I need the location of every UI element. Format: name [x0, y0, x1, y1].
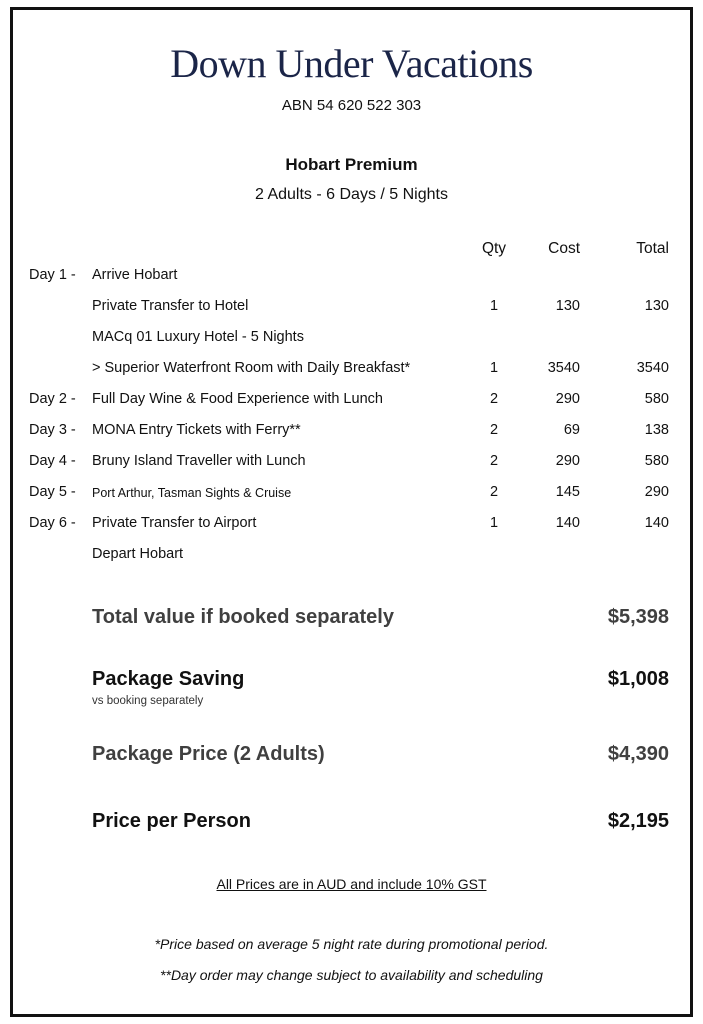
cost-header: Cost [548, 240, 580, 257]
package-saving-row: Package Saving vs booking separately $1,… [92, 668, 669, 713]
table-row: > Superior Waterfront Room with Daily Br… [0, 360, 703, 382]
footnote-day-order: **Day order may change subject to availa… [160, 967, 543, 983]
cost-value: 69 [563, 422, 580, 438]
table-row: Depart Hobart [0, 546, 703, 568]
item-description: MACq 01 Luxury Hotel - 5 Nights [92, 329, 304, 345]
per-person-row: Price per Person $2,195 [92, 810, 669, 840]
item-description: Private Transfer to Hotel [92, 298, 249, 314]
qty-value: 2 [489, 422, 499, 438]
table-row: Day 1 - Arrive Hobart [0, 267, 703, 289]
table-row: Day 4 - Bruny Island Traveller with Lunch… [0, 453, 703, 475]
footnote-price: *Price based on average 5 night rate dur… [154, 936, 549, 952]
table-row: Day 6 - Private Transfer to Airport 1 140 14… [0, 515, 703, 537]
abn: ABN 54 620 522 303 [281, 97, 422, 114]
qty-value: 2 [489, 453, 499, 469]
item-description: > Superior Waterfront Room with Daily Br… [92, 360, 411, 376]
cost-value: 290 [555, 391, 580, 407]
total-value: 3540 [636, 360, 669, 376]
table-row: Day 5 - Port Arthur, Tasman Sights & Crui… [0, 484, 703, 506]
package-subtitle: 2 Adults - 6 Days / 5 Nights [255, 186, 448, 203]
day-label: Day 2 - [29, 391, 76, 407]
total-value: 290 [644, 484, 669, 500]
qty-value: 1 [489, 515, 499, 531]
day-label: Day 1 - [29, 267, 76, 283]
item-description: Bruny Island Traveller with Lunch [92, 453, 306, 469]
gst-note: All Prices are in AUD and include 10% GS… [216, 876, 487, 892]
cost-value: 145 [555, 484, 580, 500]
table-header: Qty Cost Total [0, 240, 703, 262]
package-price-label: Package Price (2 Adults) [92, 743, 325, 765]
package-saving-label: Package Saving [92, 668, 245, 690]
table-row: Day 3 - MONA Entry Tickets with Ferry** 2 6… [0, 422, 703, 444]
cost-value: 3540 [547, 360, 580, 376]
per-person-label: Price per Person [92, 810, 251, 832]
table-row: Private Transfer to Hotel 1 130 130 [0, 298, 703, 320]
document-border [10, 7, 693, 1017]
qty-value: 2 [489, 391, 499, 407]
cost-value: 140 [555, 515, 580, 531]
total-value-label: Total value if booked separately [92, 606, 394, 628]
package-price-row: Package Price (2 Adults) $4,390 [92, 743, 669, 773]
total-value: 580 [644, 453, 669, 469]
total-value: 130 [644, 298, 669, 314]
total-header: Total [636, 240, 669, 257]
per-person-amount: $2,195 [607, 810, 669, 832]
total-value: 580 [644, 391, 669, 407]
day-label: Day 6 - [29, 515, 76, 531]
item-description: Port Arthur, Tasman Sights & Cruise [92, 486, 292, 500]
total-value-row: Total value if booked separately $5,398 [92, 606, 669, 636]
package-title: Hobart Premium [285, 155, 418, 174]
item-description: Private Transfer to Airport [92, 515, 257, 531]
company-logo: Down Under Vacations [170, 41, 533, 86]
day-label: Day 5 - [29, 484, 76, 500]
item-description: Arrive Hobart [92, 267, 178, 283]
package-saving-amount: $1,008 [607, 668, 669, 690]
total-value: 138 [644, 422, 669, 438]
day-label: Day 3 - [29, 422, 76, 438]
qty-value: 2 [489, 484, 499, 500]
cost-value: 290 [555, 453, 580, 469]
total-value: 140 [644, 515, 669, 531]
qty-header: Qty [481, 240, 507, 257]
item-description: Full Day Wine & Food Experience with Lun… [92, 391, 383, 407]
qty-value: 1 [489, 360, 499, 376]
item-description: Depart Hobart [92, 546, 184, 562]
package-price-amount: $4,390 [607, 743, 669, 765]
qty-value: 1 [489, 298, 499, 314]
table-row: MACq 01 Luxury Hotel - 5 Nights [0, 329, 703, 351]
total-value-amount: $5,398 [607, 606, 669, 628]
item-description: MONA Entry Tickets with Ferry** [92, 422, 301, 438]
package-saving-note: vs booking separately [92, 695, 204, 707]
table-row: Day 2 - Full Day Wine & Food Experience w… [0, 391, 703, 413]
cost-value: 130 [555, 298, 580, 314]
day-label: Day 4 - [29, 453, 76, 469]
